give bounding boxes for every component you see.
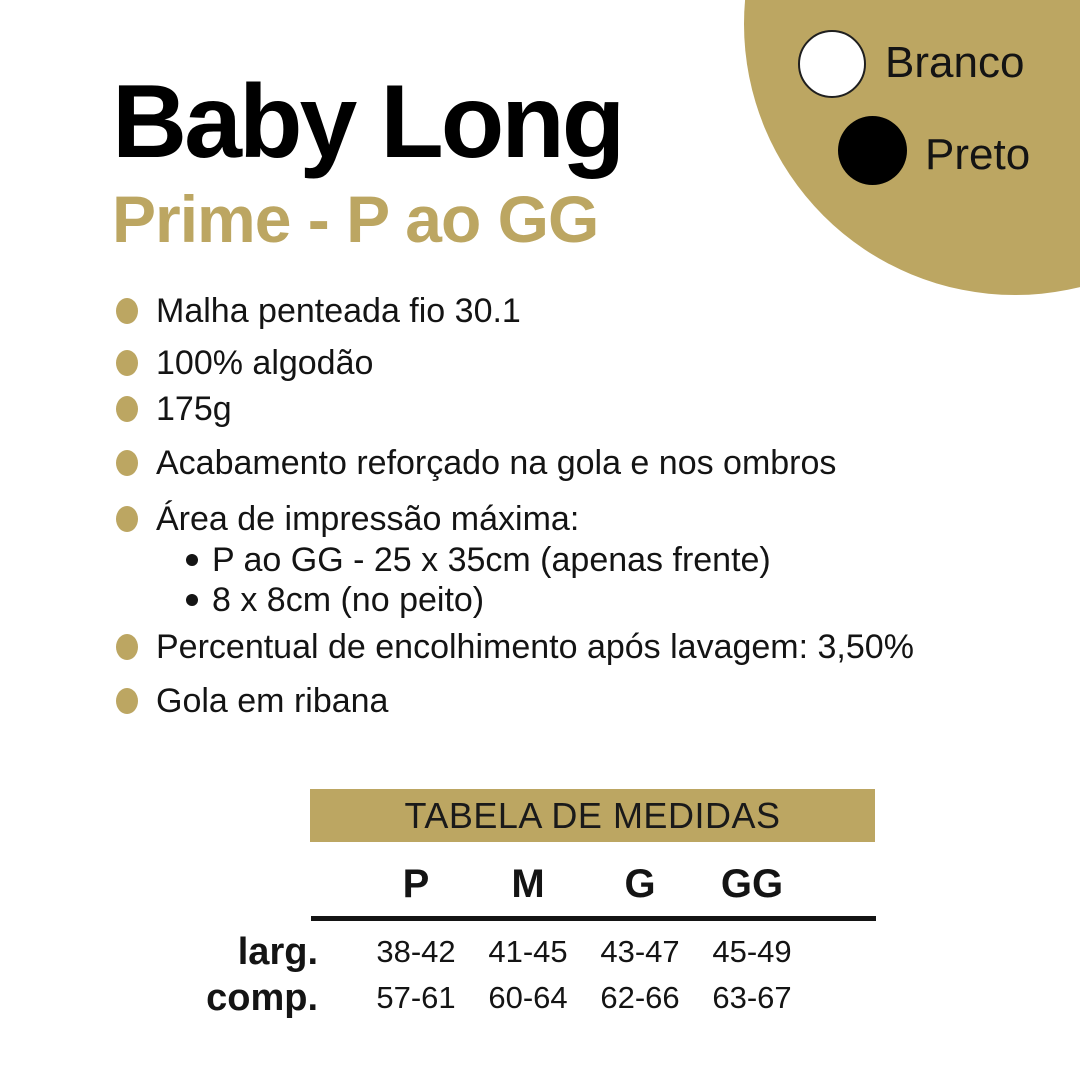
gold-bullet-icon <box>116 688 138 714</box>
feature-text: 100% algodão <box>156 344 374 382</box>
black-dot-icon <box>186 554 198 566</box>
feature-text: Gola em ribana <box>156 682 389 720</box>
color-swatch-black-icon <box>838 116 907 185</box>
gold-bullet-icon <box>116 396 138 422</box>
feature-text: Área de impressão máxima: <box>156 500 580 538</box>
cell-value: 62-66 <box>600 980 680 1015</box>
black-dot-icon <box>186 594 198 606</box>
feature-item: Malha penteada fio 30.1 <box>110 290 1030 332</box>
feature-item: Percentual de encolhimento após lavagem:… <box>110 626 1030 668</box>
product-title: Baby Long <box>112 64 625 180</box>
feature-text: Percentual de encolhimento após lavagem:… <box>156 628 914 666</box>
gold-bullet-icon <box>116 506 138 532</box>
table-row-largura: larg. 38-42 41-45 43-47 45-49 <box>200 929 880 975</box>
cell-value: 63-67 <box>712 980 792 1015</box>
sub-feature-list: P ao GG - 25 x 35cm (apenas frente) 8 x … <box>110 540 1030 620</box>
cell-value: 60-64 <box>488 980 568 1015</box>
gold-bullet-icon <box>116 298 138 324</box>
column-header-p: P <box>402 861 430 906</box>
column-header-gg: GG <box>720 861 784 906</box>
feature-text: 175g <box>156 390 232 428</box>
column-header-m: M <box>511 861 545 906</box>
row-label: larg. <box>237 930 318 973</box>
gold-bullet-icon <box>116 450 138 476</box>
product-subtitle: Prime - P ao GG <box>112 182 599 256</box>
cell-value: 45-49 <box>712 934 792 969</box>
color-label-branco: Branco <box>885 38 1025 87</box>
feature-item-print-area: Área de impressão máxima: P ao GG - 25 x… <box>110 498 1030 620</box>
cell-value: 43-47 <box>600 934 680 969</box>
cell-value: 41-45 <box>488 934 568 969</box>
feature-text: Acabamento reforçado na gola e nos ombro… <box>156 444 837 482</box>
sub-feature-text: 8 x 8cm (no peito) <box>212 581 485 619</box>
sub-feature-item: 8 x 8cm (no peito) <box>186 580 1030 620</box>
sub-feature-item: P ao GG - 25 x 35cm (apenas frente) <box>186 540 1030 580</box>
cell-value: 57-61 <box>376 980 456 1015</box>
size-table: P M G GG larg. 38-42 41-45 43-47 45-49 c… <box>200 858 880 1021</box>
color-label-preto: Preto <box>925 130 1031 179</box>
gold-bullet-icon <box>116 350 138 376</box>
column-header-g: G <box>624 861 656 906</box>
gold-bullet-icon <box>116 634 138 660</box>
header-rule-divider <box>311 916 876 921</box>
title-block: Baby Long Prime - P ao GG <box>112 64 625 256</box>
feature-item: 100% algodão <box>110 342 1030 384</box>
size-table-title-band: TABELA DE MEDIDAS <box>310 789 875 842</box>
color-swatch-white-icon <box>798 30 866 98</box>
feature-item: 175g <box>110 388 1030 430</box>
sub-feature-text: P ao GG - 25 x 35cm (apenas frente) <box>212 541 771 579</box>
table-row-comprimento: comp. 57-61 60-64 62-66 63-67 <box>200 975 880 1021</box>
cell-value: 38-42 <box>376 934 456 969</box>
feature-item: Gola em ribana <box>110 680 1030 722</box>
size-table-header-row: P M G GG <box>200 858 880 910</box>
features-list: Malha penteada fio 30.1 100% algodão 175… <box>110 290 1030 722</box>
feature-text: Malha penteada fio 30.1 <box>156 292 521 330</box>
row-label: comp. <box>206 976 318 1019</box>
feature-item: Acabamento reforçado na gola e nos ombro… <box>110 442 1030 484</box>
